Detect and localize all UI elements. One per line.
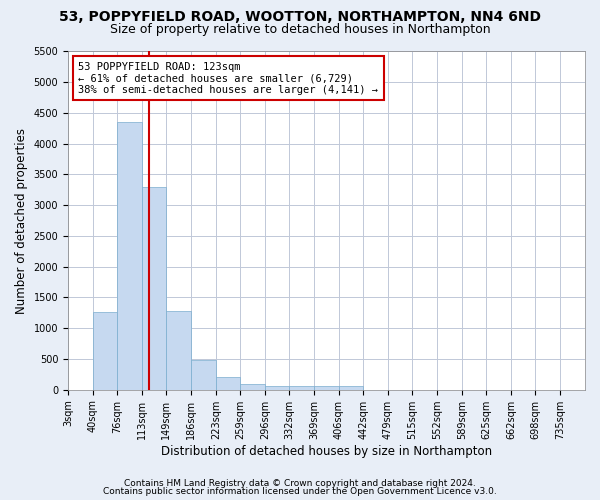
Bar	[289, 386, 314, 390]
Bar	[142, 187, 166, 390]
Bar	[240, 384, 265, 390]
Text: Size of property relative to detached houses in Northampton: Size of property relative to detached ho…	[110, 22, 490, 36]
Bar	[265, 386, 289, 390]
Bar	[216, 376, 240, 390]
Text: 53 POPPYFIELD ROAD: 123sqm
← 61% of detached houses are smaller (6,729)
38% of s: 53 POPPYFIELD ROAD: 123sqm ← 61% of deta…	[79, 62, 379, 95]
Text: Contains public sector information licensed under the Open Government Licence v3: Contains public sector information licen…	[103, 487, 497, 496]
X-axis label: Distribution of detached houses by size in Northampton: Distribution of detached houses by size …	[161, 444, 492, 458]
Text: 53, POPPYFIELD ROAD, WOOTTON, NORTHAMPTON, NN4 6ND: 53, POPPYFIELD ROAD, WOOTTON, NORTHAMPTO…	[59, 10, 541, 24]
Bar	[93, 312, 117, 390]
Text: Contains HM Land Registry data © Crown copyright and database right 2024.: Contains HM Land Registry data © Crown c…	[124, 478, 476, 488]
Bar	[314, 386, 339, 390]
Bar	[339, 386, 363, 390]
Bar	[117, 122, 142, 390]
Bar	[166, 311, 191, 390]
Bar	[191, 360, 216, 390]
Y-axis label: Number of detached properties: Number of detached properties	[15, 128, 28, 314]
